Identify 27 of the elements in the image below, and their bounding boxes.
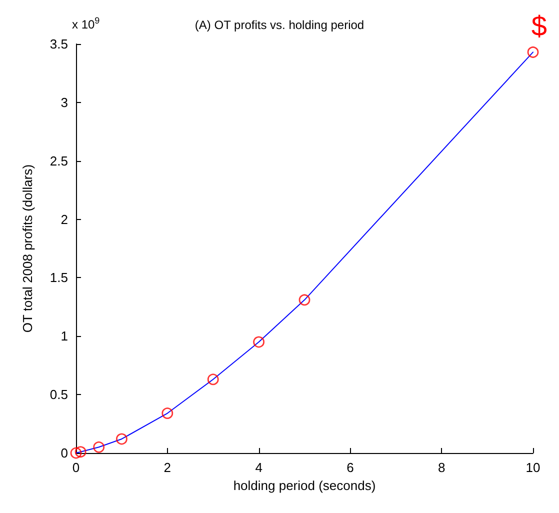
y-tick-label: 1 — [60, 328, 68, 344]
y-tick-label: 0.5 — [50, 387, 68, 402]
point — [74, 446, 86, 458]
point — [207, 374, 219, 386]
chart-title: (A) OT profits vs. holding period — [194, 18, 364, 32]
point — [162, 408, 174, 419]
y-tick-label: 0 — [60, 446, 68, 460]
x-tick-label: 2 — [164, 460, 172, 475]
point — [527, 46, 539, 58]
y-tick-label: 1.5 — [50, 270, 68, 286]
x-tick-label: 8 — [438, 460, 446, 475]
y-tick-label: 3 — [60, 94, 68, 110]
y-tick-label: 2 — [60, 212, 68, 227]
text: $ — [531, 10, 548, 42]
x-tick-label: 6 — [346, 460, 354, 475]
x-axis-title: holding period (seconds) — [233, 478, 376, 493]
y-tick-label: 2.5 — [50, 153, 68, 168]
y-axis-title: OT total 2008 profits (dollars) — [20, 164, 35, 333]
point — [253, 336, 264, 348]
y-tick-label: 3.5 — [50, 36, 68, 52]
point — [298, 294, 310, 306]
x-tick-label: 0 — [72, 460, 80, 475]
point — [93, 441, 105, 453]
point — [70, 447, 82, 459]
point — [116, 433, 128, 445]
x-tick-label: 4 — [255, 460, 262, 475]
x-tick-label: 10 — [526, 460, 540, 475]
